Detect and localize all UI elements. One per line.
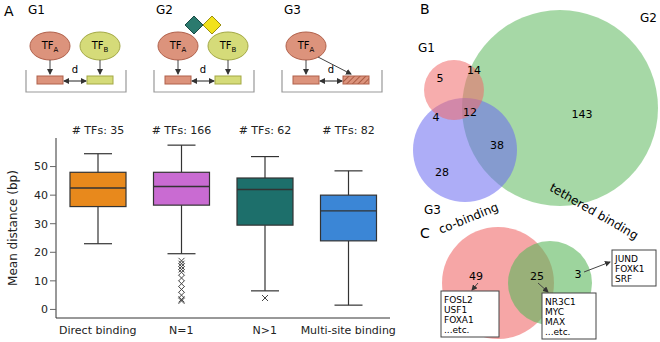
svg-text:50: 50 [34, 160, 48, 173]
svg-text:G1: G1 [418, 41, 435, 55]
svg-text:G2: G2 [156, 3, 173, 17]
svg-text:N=1: N=1 [169, 324, 193, 337]
svg-text:5: 5 [437, 72, 444, 85]
svg-text:co-binding: co-binding [437, 200, 501, 237]
svg-text:TFA: TFA [169, 40, 187, 54]
svg-text:28: 28 [435, 166, 449, 179]
svg-text:...etc.: ...etc. [545, 327, 570, 337]
svg-text:A: A [4, 3, 14, 19]
svg-text:40: 40 [34, 189, 48, 202]
svg-text:G3: G3 [424, 203, 441, 217]
svg-text:Mean distance (bp): Mean distance (bp) [6, 170, 20, 286]
svg-text:10: 10 [34, 275, 48, 288]
svg-text:Multi-site binding: Multi-site binding [301, 324, 396, 337]
svg-text:USF1: USF1 [444, 305, 467, 315]
svg-text:Direct binding: Direct binding [59, 324, 136, 337]
svg-text:MAX: MAX [545, 317, 565, 327]
svg-text:TFB: TFB [91, 40, 109, 54]
svg-text:0: 0 [41, 303, 48, 316]
svg-text:FOSL2: FOSL2 [444, 295, 473, 305]
svg-text:G3: G3 [284, 3, 301, 17]
svg-text:d: d [200, 64, 206, 75]
svg-text:NR3C1: NR3C1 [545, 297, 576, 307]
svg-text:14: 14 [467, 64, 481, 77]
svg-text:# TFs: 62: # TFs: 62 [239, 124, 292, 137]
svg-text:G2: G2 [640, 11, 657, 25]
svg-text:3: 3 [575, 268, 582, 281]
svg-text:C: C [420, 225, 430, 241]
svg-text:12: 12 [463, 106, 477, 119]
svg-text:TFA: TFA [297, 40, 315, 54]
svg-text:49: 49 [469, 270, 483, 283]
svg-text:tethered binding: tethered binding [547, 180, 641, 242]
svg-text:SRF: SRF [615, 274, 632, 284]
svg-text:# TFs: 166: # TFs: 166 [152, 124, 212, 137]
svg-text:25: 25 [530, 270, 544, 283]
svg-text:TFA: TFA [41, 40, 59, 54]
svg-text:TFB: TFB [219, 40, 237, 54]
svg-text:4: 4 [433, 111, 440, 124]
svg-text:20: 20 [34, 246, 48, 259]
svg-text:143: 143 [572, 108, 593, 121]
svg-text:B: B [420, 1, 430, 17]
svg-text:d: d [72, 64, 78, 75]
svg-text:# TFs: 35: # TFs: 35 [72, 124, 125, 137]
svg-text:38: 38 [490, 139, 504, 152]
svg-text:...etc.: ...etc. [444, 325, 469, 335]
svg-text:FOXK1: FOXK1 [615, 264, 644, 274]
svg-text:# TFs: 82: # TFs: 82 [322, 124, 375, 137]
svg-text:30: 30 [34, 218, 48, 231]
svg-text:JUND: JUND [614, 254, 638, 264]
svg-text:d: d [328, 64, 334, 75]
svg-text:G1: G1 [28, 3, 45, 17]
svg-text:N>1: N>1 [253, 324, 277, 337]
svg-text:FOXA1: FOXA1 [444, 315, 474, 325]
svg-text:MYC: MYC [545, 307, 564, 317]
